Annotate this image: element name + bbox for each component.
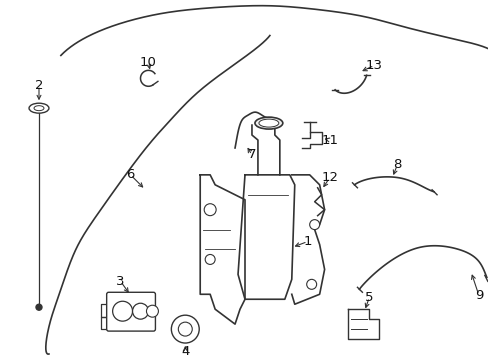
Text: 8: 8 — [392, 158, 401, 171]
Text: 7: 7 — [247, 148, 256, 161]
Text: 4: 4 — [181, 345, 189, 357]
Circle shape — [306, 279, 316, 289]
Text: 6: 6 — [126, 168, 135, 181]
Text: 5: 5 — [365, 291, 373, 304]
Circle shape — [309, 220, 319, 230]
Ellipse shape — [259, 119, 278, 127]
Text: 3: 3 — [116, 275, 124, 288]
Circle shape — [204, 204, 216, 216]
Ellipse shape — [254, 117, 282, 129]
Ellipse shape — [34, 106, 44, 111]
Text: 10: 10 — [140, 56, 157, 69]
Text: 11: 11 — [321, 134, 337, 147]
Text: 13: 13 — [365, 59, 382, 72]
Circle shape — [112, 301, 132, 321]
Circle shape — [36, 304, 42, 310]
Circle shape — [171, 315, 199, 343]
FancyBboxPatch shape — [106, 292, 155, 331]
Ellipse shape — [29, 103, 49, 113]
Text: 2: 2 — [35, 79, 43, 92]
Circle shape — [146, 305, 158, 317]
Text: 9: 9 — [474, 289, 482, 302]
Text: 1: 1 — [303, 235, 311, 248]
Circle shape — [205, 255, 215, 265]
Text: 12: 12 — [321, 171, 337, 184]
Circle shape — [178, 322, 192, 336]
Circle shape — [132, 303, 148, 319]
